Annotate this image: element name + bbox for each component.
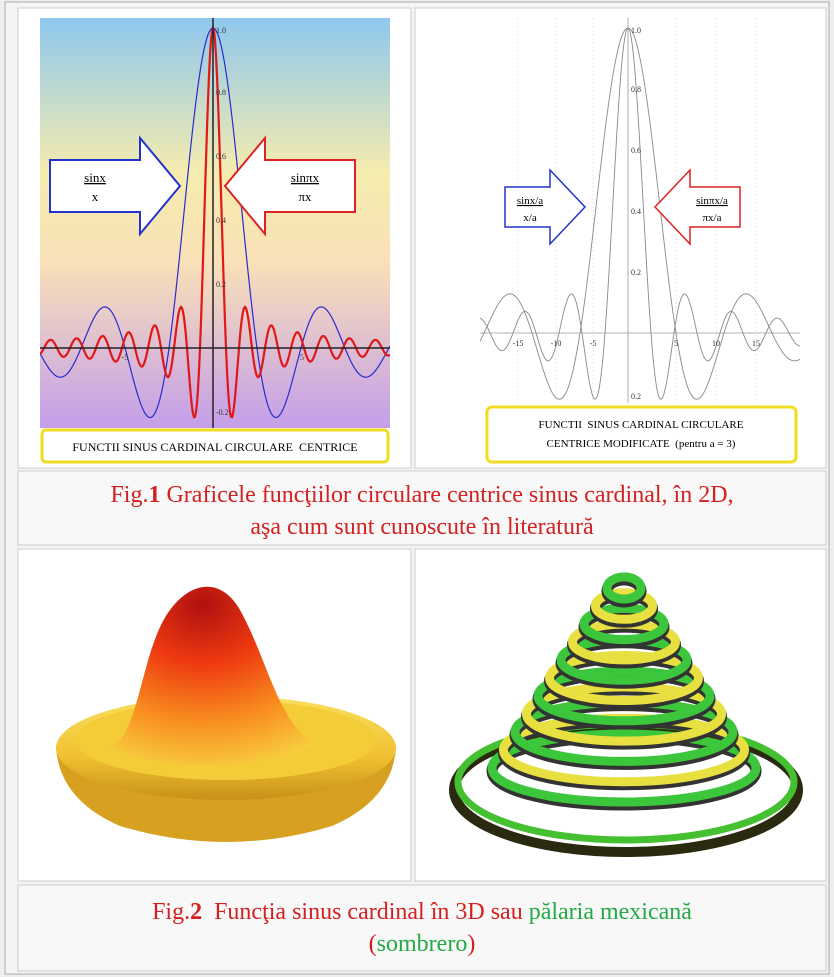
curve (40, 24, 390, 419)
y-tick-label: 0.4 (631, 207, 641, 216)
formula: sinπx (291, 170, 320, 185)
arrow (653, 168, 741, 246)
y-tick-label: 1.0 (631, 26, 641, 35)
caption-text: Funcţia sinus cardinal în 3D sau (202, 899, 529, 925)
curve (480, 27, 800, 400)
y-tick-label: 0.8 (631, 85, 641, 94)
caption-number: 1 (148, 482, 160, 508)
x-tick-label: -5 (590, 339, 597, 348)
caption-box (40, 428, 390, 464)
y-tick-label: 0.8 (216, 88, 226, 97)
formula: x/a (523, 212, 537, 224)
y-tick-label: 0.6 (631, 146, 641, 155)
y-tick-label: 0.2 (631, 392, 641, 401)
ring (591, 588, 657, 624)
figure-caption: (sombrero) (369, 931, 476, 957)
sombrero-surface (56, 586, 396, 842)
caption-text: ( (369, 931, 377, 957)
ring (602, 572, 646, 604)
caption-text: aşa cum sunt cunoscute în literatură (250, 514, 594, 540)
plot (40, 24, 390, 419)
plot-caption: CENTRICE MODIFICATE (pentru a = 3) (547, 438, 736, 450)
ring (487, 729, 761, 807)
plot-background (40, 18, 390, 428)
plot-caption: FUNCTII SINUS CARDINAL CIRCULARE (539, 419, 744, 431)
x-tick-label: 10 (712, 339, 720, 348)
formula: x (92, 189, 99, 204)
caption-prefix: Fig. (110, 482, 148, 508)
formula: sinx (84, 170, 106, 185)
arrow (504, 168, 587, 246)
x-tick-label: -5 (122, 353, 129, 362)
y-tick-label: 1.0 (216, 26, 226, 35)
plot-caption: FUNCTII SINUS CARDINAL CIRCULARE CENTRIC… (72, 440, 357, 454)
cell (414, 7, 827, 469)
ring (533, 666, 715, 726)
y-tick-label: 0.2 (216, 280, 226, 289)
y-tick-label: 0.2 (631, 268, 641, 277)
caption-text: Graficele funcţiilor circulare centrice … (160, 482, 733, 508)
arrow (49, 135, 182, 237)
y-tick-label: -0.2 (216, 408, 229, 417)
caption-text: ) (467, 931, 475, 957)
sombrero-rings (449, 572, 803, 857)
y-tick-label: 0.6 (216, 152, 226, 161)
y-tick-label: 0.4 (216, 216, 226, 225)
formula: πx (298, 189, 312, 204)
x-tick-label: 5 (674, 339, 678, 348)
x-tick-label: 15 (752, 339, 760, 348)
x-tick-label: 5 (300, 353, 304, 362)
ring (579, 603, 669, 645)
figure-caption: Fig.1 Graficele funcţiilor circulare cen… (110, 482, 733, 508)
caption-prefix: Fig. (152, 899, 190, 925)
caption-cell (17, 470, 827, 546)
formula: πx/a (703, 212, 722, 224)
formula: sinx/a (517, 195, 543, 207)
caption-number: 2 (190, 899, 202, 925)
arrow (223, 135, 356, 237)
caption-highlight: pălaria mexicană (529, 899, 693, 925)
caption-highlight: sombrero (377, 931, 468, 957)
caption-cell (17, 884, 827, 972)
figure-caption: Fig.2 Funcţia sinus cardinal în 3D sau p… (152, 899, 692, 925)
curve (480, 27, 800, 400)
caption-box (485, 405, 798, 464)
curve (40, 27, 390, 419)
formula: sinπx/a (696, 195, 728, 207)
x-tick-label: -10 (551, 339, 562, 348)
x-tick-label: -15 (513, 339, 524, 348)
